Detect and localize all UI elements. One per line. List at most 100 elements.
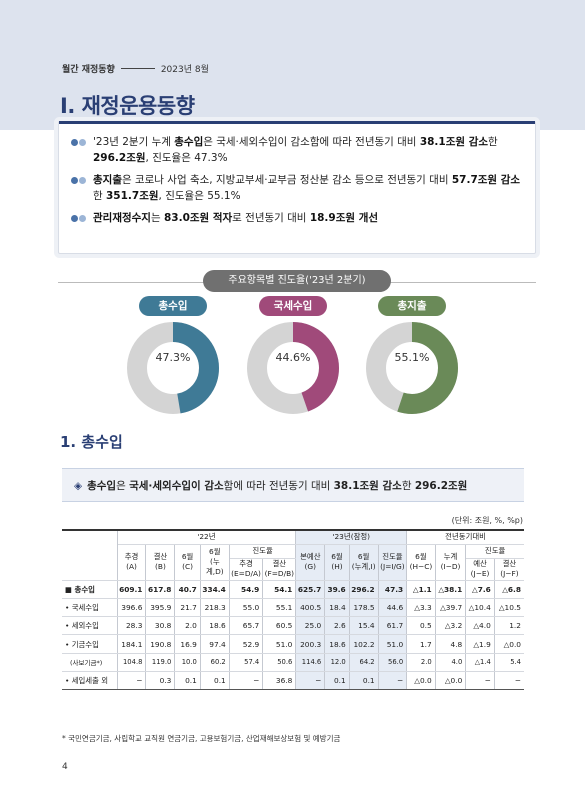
chapter-title: Ⅰ. 재정운용동향 [60,94,195,118]
emphasis-text: 83.0조원 적자 [163,212,233,224]
highlight-box: ◈ 총수입은 국세·세외수입이 감소함에 따라 전년동기 대비 38.1조원 감소… [62,468,524,502]
col-header: 결산 (J−F) [494,558,524,581]
emphasis-text: 관리재정수지 [93,212,151,224]
table-cell: 2.6 [324,616,350,636]
table-cell: − [295,671,326,691]
emphasis-text: 38.1조원 감소 [419,136,489,148]
table-cell: 296.2 [349,580,379,599]
table-cell: 61.7 [378,616,408,636]
table-cell: 56.0 [378,653,408,672]
table-cell: 54.1 [262,580,297,599]
col-header: 6월 (누계,D) [200,544,230,581]
donut-expenditure: 총지출 55.1% [357,296,467,416]
table-cell: △3.2 [435,616,467,636]
table-row: • 기금수입 184.1 190.8 16.9 97.4 52.9 51.0 200.3 18.… [62,634,524,654]
summary-item-revenue: '23년 2분기 누계 총수입은 국세·세외수입이 감소함에 따라 전년동기 대… [71,134,523,166]
col-header: 6월 (H−C) [406,544,436,581]
row-label: (사보기금*) [62,653,118,672]
page-number: 4 [62,762,68,772]
group-header-2023: '23년(잠정) [295,529,408,545]
table-cell: 12.0 [324,653,350,672]
table-unit: (단위: 조원, %, %p) [451,516,523,525]
text-run: , 진도율은 55.1% [158,190,241,202]
text-run: 함에 따라 전년동기 대비 [223,480,334,492]
col-header: 결산 (B) [145,544,176,581]
table-cell: 54.9 [229,580,264,599]
table-cell: 65.7 [229,616,264,636]
text-run: 은 코로나 사업 축소, 지방교부세·교부금 정산분 감소 등으로 전년동기 대… [121,174,452,186]
donut-progress-arc [127,322,219,414]
table-cell: 617.8 [145,580,176,599]
col-header-progress: 진도율 [229,544,297,559]
table-cell: 55.1 [262,598,297,618]
table-cell: 334.4 [200,580,230,599]
table-cell: 1.2 [494,616,524,636]
table-cell: − [494,671,524,691]
issue-date: 2023년 8월 [160,65,209,75]
table-cell: 200.3 [295,634,326,654]
col-header: 결산 (F=D/B) [262,558,297,581]
table-cell: 64.2 [349,653,379,672]
donut-value: 47.3% [155,351,191,364]
table-cell: 18.6 [324,634,350,654]
table-row: • 세외수입 28.3 30.8 2.0 18.6 65.7 60.5 25.0 2.6 15.4… [62,616,524,636]
table-cell: 16.9 [174,634,201,654]
table-cell: 184.1 [117,634,147,654]
summary-text: 총지출은 코로나 사업 축소, 지방교부세·교부금 정산분 감소 등으로 전년동… [93,172,523,204]
table-cell: − [117,671,147,691]
emphasis-text: 18.9조원 개선 [309,212,379,224]
summary-text: 관리재정수지는 83.0조원 적자로 전년동기 대비 18.9조원 개선 [93,210,378,226]
table-cell: △1.1 [406,580,436,599]
table-cell: − [378,671,408,691]
table-cell: △10.4 [465,598,495,618]
row-label: • 세입세출 외 [62,671,118,691]
table-cell: 18.4 [324,598,350,618]
table-cell: 0.1 [324,671,350,691]
table-cell: 0.1 [349,671,379,691]
footnote: * 국민연금기금, 사립학교 교직원 연금기금, 고용보험기금, 산업재해보상보… [62,734,341,743]
table-cell: 0.1 [174,671,201,691]
table-cell: △0.0 [406,671,436,691]
table-cell: △1.4 [465,653,495,672]
table-cell: 18.6 [200,616,230,636]
diamond-icon: ◈ [74,480,83,492]
revenue-table: '22년 '23년(잠정) 전년동기대비 추경 (A) 결산 (B) 6월 (C… [62,529,524,691]
table-row: ■ 총수입 609.1 617.8 40.7 334.4 54.9 54.1 625.7 39.… [62,580,524,599]
table-cell: 2.0 [174,616,201,636]
summary-item-expenditure: 총지출은 코로나 사업 축소, 지방교부세·교부금 정산분 감소 등으로 전년동… [71,172,523,204]
table-cell: 39.6 [324,580,350,599]
text-run: 한 [93,190,106,202]
emphasis-text: 총지출 [93,174,122,186]
table-cell: △39.7 [435,598,467,618]
progress-section-title: 주요항목별 진도율('23년 2분기) [203,270,391,292]
text-run: 은 국세·세외수입이 감소함에 따라 전년동기 대비 [203,136,420,148]
summary-text: '23년 2분기 누계 총수입은 국세·세외수입이 감소함에 따라 전년동기 대… [93,134,523,166]
table-cell: 50.6 [262,653,297,672]
table-body: ■ 총수입 609.1 617.8 40.7 334.4 54.9 54.1 625.7 39.… [62,580,524,691]
col-header: 진도율 (J=I/G) [378,544,408,581]
text-run: 한 [401,480,415,492]
table-cell: 104.8 [117,653,147,672]
table-cell: 60.2 [200,653,230,672]
table-cell: 97.4 [200,634,230,654]
table-cell: 25.0 [295,616,326,636]
table-cell: △1.9 [465,634,495,654]
table-cell: 114.6 [295,653,326,672]
emphasis-text: 296.2조원 [414,480,468,492]
bullet-icon [71,172,93,204]
table-cell: 609.1 [117,580,147,599]
col-header-progress: 진도율 [465,544,524,559]
col-header: 예산 (J−E) [465,558,495,581]
table-cell: 395.9 [145,598,176,618]
header-empty [62,529,118,581]
table-cell: 21.7 [174,598,201,618]
row-label: • 국세수입 [62,598,118,618]
col-header: 6월 (누계,I) [349,544,379,581]
group-header-2022: '22년 [117,529,297,545]
table-cell: △7.6 [465,580,495,599]
table-row: • 세입세출 외 −0.3 0.1 0.1−36.8−0.1 0.1− △0.0 △0.0−… [62,671,524,691]
donut-label: 총지출 [378,296,446,316]
table-cell: 4.8 [435,634,467,654]
publication-name: 월간 재정동향 [62,65,115,75]
col-header: 본예산 (G) [295,544,326,581]
